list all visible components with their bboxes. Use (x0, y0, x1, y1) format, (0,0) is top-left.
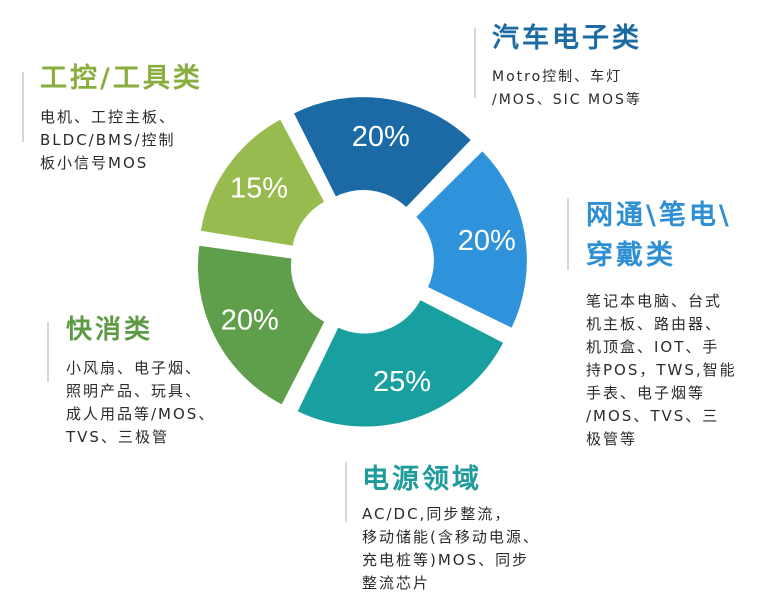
slice-network (413, 148, 529, 331)
power-title: 电源领域 (362, 464, 482, 495)
slice-consumer-label: 20% (221, 304, 279, 336)
divider-power (345, 462, 347, 522)
slice-automotive-label: 20% (352, 121, 410, 153)
slice-power (295, 297, 506, 429)
network-title: 网通\笔电\ 穿戴类 (586, 200, 732, 271)
divider-network (567, 198, 569, 270)
annotation-auto: 汽车电子类 Motro控制、车灯 /MOS、SIC MOS等 (492, 22, 642, 112)
slice-network-label: 20% (458, 225, 516, 257)
annotation-industrial: 工控/工具类 电机、工控主板、 BLDC/BMS/控制 板小信号MOS (40, 62, 203, 175)
consumer-title: 快消类 (66, 315, 154, 345)
divider-auto (474, 28, 476, 98)
divider-industrial (22, 72, 24, 142)
auto-desc: Motro控制、车灯 /MOS、SIC MOS等 (492, 68, 642, 108)
consumer-desc: 小风扇、电子烟、 照明产品、玩具、 成人用品等/MOS、 TVS、三极管 (66, 358, 216, 446)
industrial-desc: 电机、工控主板、 BLDC/BMS/控制 板小信号MOS (40, 107, 177, 172)
slice-industrial (198, 116, 327, 248)
divider-consumer (47, 322, 49, 382)
network-desc: 笔记本电脑、台式 机主板、路由器、 机顶盒、IOT、手 持POS，TWS,智能 … (586, 292, 737, 448)
slice-consumer (196, 243, 327, 408)
industrial-title: 工控/工具类 (40, 63, 203, 94)
annotation-consumer: 快消类 小风扇、电子烟、 照明产品、玩具、 成人用品等/MOS、 TVS、三极管 (66, 314, 215, 449)
auto-title: 汽车电子类 (492, 23, 642, 54)
annotation-power: 电源领域 AC/DC,同步整流， 移动储能(含移动电源、 充电桩等)MOS、同步… (362, 463, 540, 595)
annotation-network: 网通\笔电\ 穿戴类 笔记本电脑、台式 机主板、路由器、 机顶盒、IOT、手 持… (586, 196, 737, 451)
slice-industrial-label: 15% (230, 172, 288, 204)
slice-automotive (291, 95, 474, 210)
donut-hole (302, 202, 422, 322)
slice-power-label: 25% (373, 366, 431, 398)
power-desc: AC/DC,同步整流， 移动储能(含移动电源、 充电桩等)MOS、同步 整流芯片 (362, 504, 540, 592)
